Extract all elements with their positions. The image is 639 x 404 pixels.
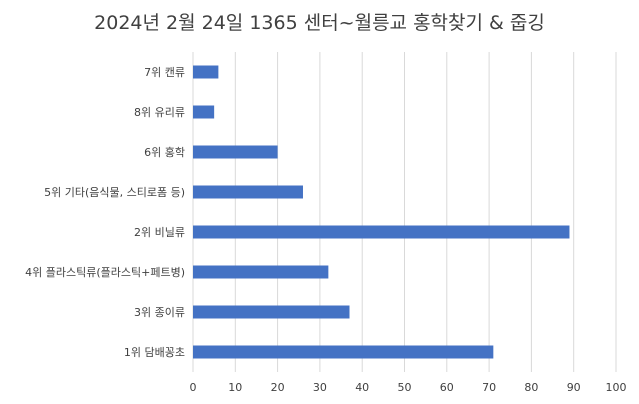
x-tick-label: 60 [440, 381, 454, 394]
bar [193, 145, 278, 159]
x-tick-label: 20 [271, 381, 285, 394]
x-tick-label: 0 [190, 381, 197, 394]
category-label: 8위 유리류 [134, 106, 185, 119]
x-tick-label: 50 [398, 381, 412, 394]
category-label: 7위 캔류 [144, 66, 185, 79]
category-label: 3위 종이류 [134, 306, 185, 319]
bar [193, 65, 219, 79]
bar [193, 185, 303, 199]
bar [193, 345, 494, 359]
bar [193, 305, 350, 319]
category-label: 5위 기타(음식물, 스티로폼 등) [44, 186, 185, 199]
x-tick-label: 70 [482, 381, 496, 394]
category-label: 4위 플라스틱류(플라스틱+페트병) [25, 266, 185, 279]
chart-title: 2024년 2월 24일 1365 센터~월릉교 홍학찾기 & 줍깅 [94, 12, 545, 34]
x-tick-label: 10 [228, 381, 242, 394]
x-tick-label: 100 [606, 381, 627, 394]
category-label: 1위 담배꽁초 [124, 346, 185, 359]
bar [193, 105, 215, 119]
bar [193, 225, 570, 239]
x-tick-label: 90 [567, 381, 581, 394]
bar [193, 265, 329, 279]
category-label: 2위 비닐류 [134, 226, 185, 239]
x-tick-label: 40 [355, 381, 369, 394]
category-label: 6위 홍학 [144, 145, 185, 159]
x-tick-label: 80 [524, 381, 538, 394]
x-tick-label: 30 [313, 381, 327, 394]
